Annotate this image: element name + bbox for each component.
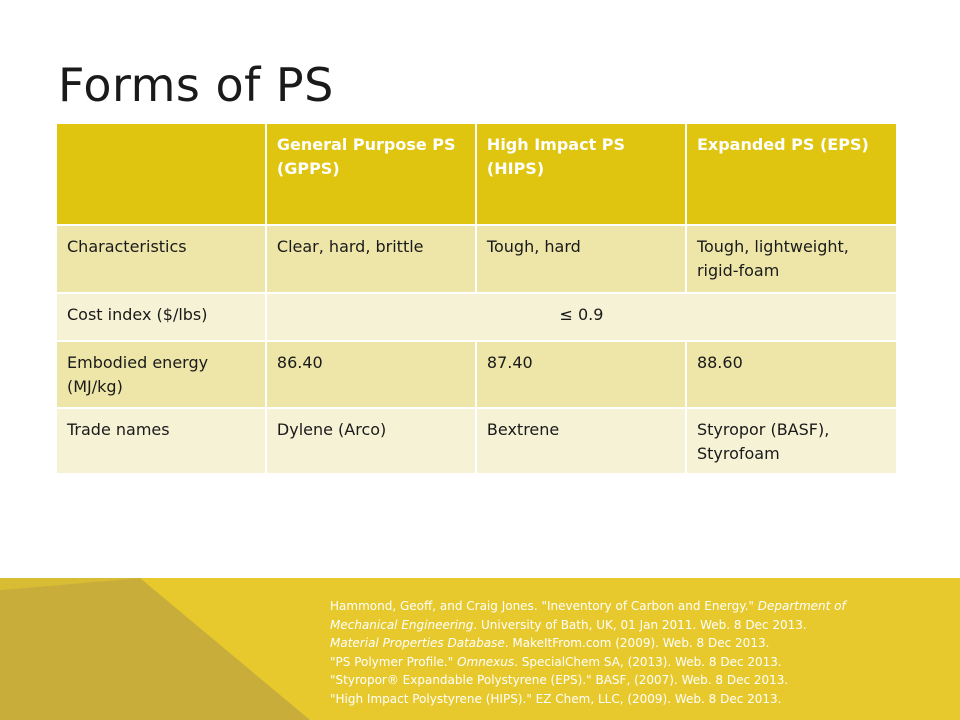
table-row-embodied-energy: Embodied energy (MJ/kg) 86.40 87.40 88.6… bbox=[57, 341, 896, 409]
table-row-characteristics: Characteristics Clear, hard, brittle Tou… bbox=[57, 225, 896, 294]
table-cell-merged: ≤ 0.9 bbox=[264, 293, 896, 342]
table-header-eps: Expanded PS (EPS) bbox=[684, 124, 896, 226]
table-cell: Bextrene bbox=[474, 408, 686, 475]
table-cell: 88.60 bbox=[684, 341, 896, 409]
reference-line: Mechanical Engineering. University of Ba… bbox=[330, 617, 807, 632]
row-label: Trade names bbox=[57, 408, 266, 475]
slide-title: Forms of PS bbox=[58, 58, 334, 112]
footer-triangle-decoration bbox=[0, 578, 310, 720]
table-cell: Tough, hard bbox=[474, 225, 686, 294]
reference-line: "PS Polymer Profile." Omnexus. SpecialCh… bbox=[330, 654, 782, 669]
table-cell: 86.40 bbox=[264, 341, 476, 409]
table-row-trade-names: Trade names Dylene (Arco) Bextrene Styro… bbox=[57, 408, 896, 475]
table-cell: Styropor (BASF), Styrofoam bbox=[684, 408, 896, 475]
reference-line: Hammond, Geoff, and Craig Jones. "Ineven… bbox=[330, 599, 846, 613]
table-header-gpps: General Purpose PS (GPPS) bbox=[264, 124, 476, 226]
table-header-row: General Purpose PS (GPPS) High Impact PS… bbox=[57, 124, 896, 226]
footer-band bbox=[0, 578, 960, 720]
reference-line: "High Impact Polystyrene (HIPS)." EZ Che… bbox=[330, 691, 782, 706]
table-row-cost-index: Cost index ($/lbs) ≤ 0.9 bbox=[57, 293, 896, 342]
reference-line: "Styropor® Expandable Polystyrene (EPS).… bbox=[330, 673, 789, 687]
table-cell: Clear, hard, brittle bbox=[264, 225, 476, 294]
table-cell: Tough, lightweight, rigid-foam bbox=[684, 225, 896, 294]
row-label: Embodied energy (MJ/kg) bbox=[57, 341, 266, 409]
table-header-hips: High Impact PS (HIPS) bbox=[474, 124, 686, 226]
table-cell: Dylene (Arco) bbox=[264, 408, 476, 475]
table-cell: 87.40 bbox=[474, 341, 686, 409]
references: Hammond, Geoff, and Craig Jones. "Ineven… bbox=[330, 597, 940, 708]
reference-line: Material Properties Database. MakeItFrom… bbox=[330, 636, 770, 650]
row-label: Cost index ($/lbs) bbox=[57, 293, 266, 342]
forms-of-ps-table: General Purpose PS (GPPS) High Impact PS… bbox=[57, 124, 896, 475]
table-header-corner bbox=[57, 124, 266, 226]
row-label: Characteristics bbox=[57, 225, 266, 294]
